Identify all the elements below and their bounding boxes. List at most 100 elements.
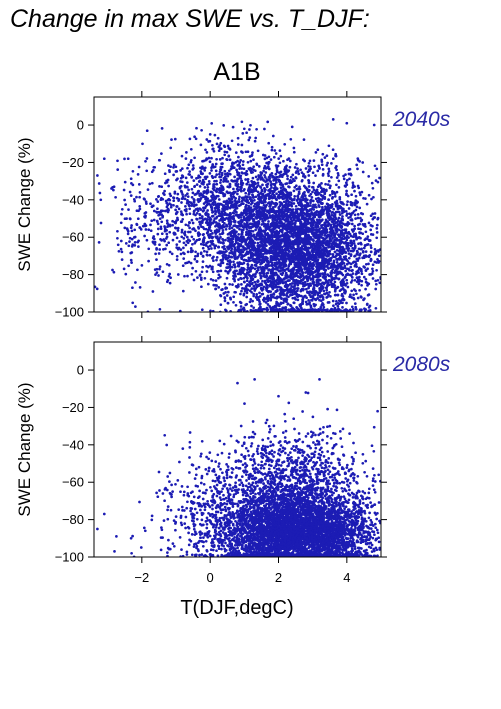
data-point [272,249,275,252]
data-point [278,149,282,152]
data-point [238,200,241,204]
data-point [309,295,313,298]
data-point [146,188,150,191]
data-point [223,299,227,303]
data-point [195,177,198,180]
data-point [208,253,212,257]
data-point [345,189,348,193]
data-point [211,143,214,147]
data-point [298,275,302,279]
data-point [339,231,343,235]
data-point [337,277,341,281]
data-point [350,305,354,309]
data-point [356,157,360,160]
data-point [259,276,263,280]
data-point [280,189,284,193]
data-point [248,230,252,233]
data-point [228,182,232,186]
data-point [195,183,199,186]
data-point [341,295,345,298]
data-point [270,148,274,152]
data-point [341,301,344,305]
data-point [312,271,316,274]
data-point [161,270,165,274]
data-point [357,247,361,251]
data-point [139,228,143,231]
data-point [347,309,351,312]
data-point [352,242,356,245]
data-point [356,213,360,216]
data-point [219,189,222,193]
data-point [258,291,261,295]
data-point [280,192,284,196]
data-point [240,283,243,286]
data-point [293,250,297,254]
data-point [214,279,218,282]
data-point [331,192,334,195]
data-point [331,148,335,152]
data-point [254,189,258,193]
data-point [190,204,194,207]
data-point [245,291,249,295]
data-point [228,200,231,203]
data-point [335,210,338,214]
data-point [133,228,137,232]
data-point [307,221,311,225]
data-point [245,221,249,224]
data-point [135,222,139,226]
data-point [292,235,295,239]
data-point [294,171,298,174]
data-point [247,246,251,250]
data-point [290,293,294,297]
data-point [315,226,318,229]
data-point [356,200,359,204]
data-point [171,219,174,223]
data-point [185,235,189,239]
data-point [324,205,327,209]
data-point [316,294,320,297]
data-point [262,255,265,259]
data-point [278,219,282,222]
data-point [168,192,172,196]
data-point [351,181,355,185]
data-point [252,158,255,162]
data-point [298,304,302,308]
data-point [291,173,295,177]
data-point [353,254,356,258]
data-point [285,294,289,297]
data-point [180,230,184,234]
data-point [196,209,200,213]
data-point [356,184,360,188]
data-point [168,230,172,234]
data-point [240,171,244,174]
data-point [338,197,342,201]
data-point [213,179,216,183]
data-point [271,305,275,309]
data-point [274,246,278,249]
data-point [220,288,223,292]
data-point [221,254,225,257]
data-point [339,267,343,270]
data-point [323,253,326,257]
data-point [327,244,330,248]
data-point [308,216,311,220]
data-point [144,228,148,231]
data-point [307,227,311,231]
data-point [354,232,358,236]
data-point [354,308,358,311]
data-point [98,191,102,195]
data-point [260,287,264,291]
data-point [374,306,378,310]
data-point [332,304,335,308]
data-point [160,213,163,216]
data-point [330,262,333,266]
data-point [124,203,127,206]
data-point [210,196,214,199]
data-point [185,151,188,154]
data-point [219,303,223,307]
data-point [155,210,158,214]
data-point [291,285,295,289]
data-point [258,244,262,247]
data-point [228,158,232,162]
data-point [292,275,295,279]
